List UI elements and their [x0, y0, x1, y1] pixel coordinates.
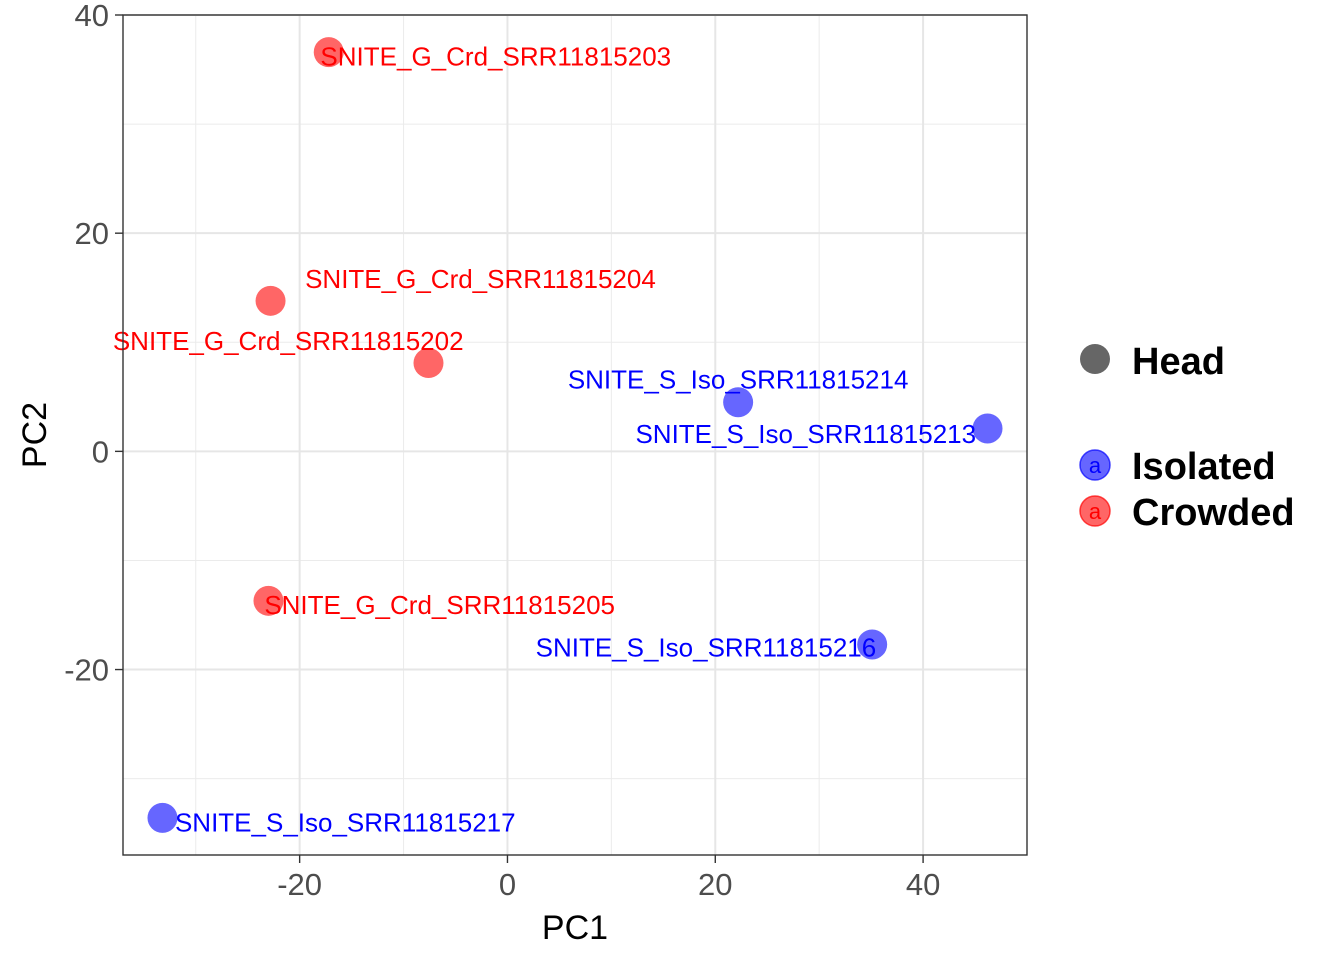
data-point-label: SNITE_S_Iso_SRR11815214 — [568, 364, 909, 394]
plot-panel-background — [123, 15, 1027, 855]
legend-head-shape-key — [1080, 344, 1110, 374]
legend: Head a Isolated a Crowded — [1079, 341, 1295, 534]
data-point-crowded — [313, 37, 344, 68]
x-tick-label: -20 — [277, 867, 322, 902]
data-point-label: SNITE_S_Iso_SRR11815217 — [175, 807, 516, 837]
legend-isolated-key — [1079, 449, 1111, 481]
plot-panel-border — [122, 14, 1028, 856]
y-axis-title: PC2 — [16, 402, 54, 468]
y-tick-label: -20 — [64, 653, 109, 688]
data-point-isolated — [723, 387, 754, 418]
data-point-label: SNITE_G_Crd_SRR11815205 — [264, 590, 615, 620]
data-point-label: SNITE_S_Iso_SRR11815216 — [536, 633, 877, 663]
legend-head-label: Head — [1132, 341, 1225, 383]
x-axis: -20 0 20 40 — [277, 855, 940, 902]
x-axis-title: PC1 — [542, 909, 608, 947]
data-point-label: SNITE_G_Crd_SRR11815203 — [320, 41, 671, 71]
legend-isolated-label: Isolated — [1132, 446, 1276, 488]
legend-isolated-key-glyph: a — [1089, 453, 1102, 478]
legend-crowded-key-glyph: a — [1089, 499, 1102, 524]
y-tick-label: 20 — [75, 216, 109, 251]
legend-crowded-label: Crowded — [1132, 492, 1295, 534]
data-point-label: SNITE_G_Crd_SRR11815202 — [113, 326, 464, 356]
data-point-crowded — [255, 285, 286, 316]
x-tick-label: 20 — [698, 867, 732, 902]
data-point-label: SNITE_G_Crd_SRR11815204 — [305, 264, 656, 294]
y-tick-label: 40 — [75, 0, 109, 33]
data-point-crowded — [413, 348, 444, 378]
data-point-label: SNITE_S_Iso_SRR11815213 — [635, 419, 976, 449]
data-points — [147, 37, 1003, 833]
x-tick-label: 40 — [906, 867, 940, 902]
data-point-labels: SNITE_S_Iso_SRR11815214 SNITE_S_Iso_SRR11… — [113, 41, 976, 837]
x-tick-label: 0 — [499, 867, 516, 902]
data-point-crowded — [253, 585, 284, 616]
y-axis: -20 0 20 40 — [64, 0, 123, 688]
data-point-isolated — [972, 413, 1003, 444]
data-point-isolated — [147, 802, 178, 833]
y-tick-label: 0 — [92, 434, 109, 469]
legend-crowded-key — [1079, 495, 1111, 527]
data-point-isolated — [857, 629, 888, 660]
